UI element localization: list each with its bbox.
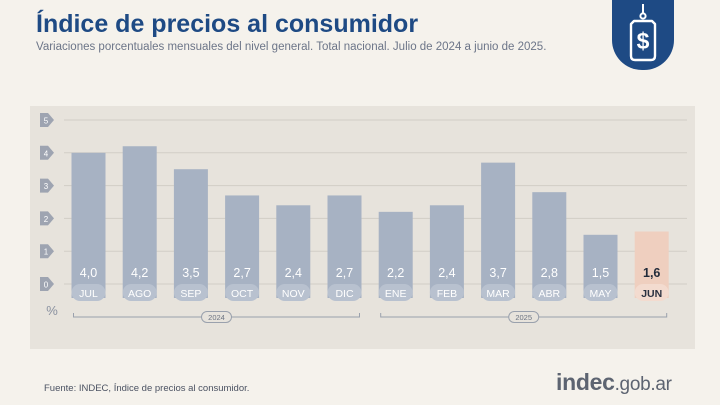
- logo-domain: .gob.ar: [614, 374, 672, 395]
- bar: [225, 195, 260, 298]
- x-tick-label: FEB: [437, 288, 457, 300]
- x-tick-label: JUL: [79, 288, 98, 300]
- bar: [276, 205, 311, 298]
- x-tick-label: MAR: [486, 288, 510, 300]
- year-label: 2024: [208, 313, 225, 322]
- x-tick-pill: [583, 284, 618, 301]
- x-tick-pill: [327, 284, 362, 301]
- x-tick-pill: [173, 284, 208, 301]
- x-tick-label: AGO: [128, 288, 151, 300]
- bar: [532, 192, 567, 298]
- x-tick-label: ABR: [539, 288, 561, 300]
- x-tick-label: JUN: [641, 288, 662, 300]
- x-tick-label: OCT: [231, 288, 254, 300]
- data-label: 2,2: [387, 266, 404, 280]
- x-tick-pill: [71, 284, 106, 301]
- bar: [327, 195, 362, 298]
- chart-panel: 0 1 2 3 4 5% 4,0 JUL 4,2 AGO 3,5 SEP 2,7 OCT 2,4 NOV 2,7…: [30, 106, 695, 349]
- x-tick-pill: [429, 284, 464, 301]
- y-tick-marker: [40, 244, 54, 259]
- x-tick-label: SEP: [180, 288, 201, 300]
- data-label: 3,7: [489, 266, 506, 280]
- y-tick-label: 5: [44, 117, 49, 126]
- x-tick-pill: [634, 284, 669, 301]
- price-tag-dollar-icon: $: [612, 0, 674, 70]
- y-tick-marker: [40, 178, 54, 193]
- year-pill: [201, 311, 232, 323]
- data-label: 2,4: [285, 266, 302, 280]
- y-tick-marker: [40, 145, 54, 160]
- x-tick-pill: [122, 284, 157, 301]
- data-label: 2,7: [233, 266, 250, 280]
- year-pill: [508, 311, 540, 323]
- y-tick-label: 4: [44, 149, 49, 158]
- chart-title: Índice de precios al consumidor: [36, 10, 419, 38]
- y-tick-label: 1: [44, 248, 49, 257]
- y-tick-label: 0: [44, 281, 49, 290]
- data-label: 4,0: [80, 266, 97, 280]
- indec-logo: indec.gob.ar: [556, 369, 672, 396]
- x-tick-pill: [276, 284, 311, 301]
- logo-brand: indec: [556, 369, 615, 395]
- chart-subtitle: Variaciones porcentuales mensuales del n…: [36, 41, 547, 53]
- y-axis-label: %: [46, 303, 58, 318]
- y-tick-label: 3: [44, 182, 49, 191]
- x-tick-pill: [532, 284, 567, 301]
- x-tick-pill: [225, 284, 260, 301]
- data-label: 1,6: [643, 266, 660, 280]
- x-tick-label: NOV: [282, 288, 305, 300]
- data-label: 2,4: [438, 266, 455, 280]
- data-label: 3,5: [182, 266, 199, 280]
- year-label: 2025: [515, 313, 532, 322]
- bar-chart: 0 1 2 3 4 5% 4,0 JUL 4,2 AGO 3,5 SEP 2,7 OCT 2,4 NOV 2,7…: [40, 113, 687, 323]
- y-tick-marker: [40, 113, 54, 127]
- y-tick-marker: [40, 277, 54, 291]
- bar: [378, 211, 413, 298]
- data-label: 1,5: [592, 266, 609, 280]
- y-tick-marker: [40, 211, 54, 226]
- data-label: 4,2: [131, 266, 148, 280]
- bar: [122, 146, 157, 298]
- bar: [71, 152, 106, 298]
- x-tick-pill: [481, 284, 516, 301]
- svg-text:$: $: [637, 28, 650, 54]
- x-tick-pill: [378, 284, 413, 301]
- y-tick-label: 2: [44, 215, 49, 224]
- x-tick-label: DIC: [335, 288, 354, 300]
- bar: [481, 162, 516, 298]
- x-tick-label: ENE: [385, 288, 407, 300]
- data-label: 2,7: [336, 266, 353, 280]
- bar: [429, 205, 464, 298]
- data-label: 2,8: [541, 266, 558, 280]
- bar: [173, 169, 208, 298]
- x-tick-label: MAY: [590, 288, 612, 300]
- source-note: Fuente: INDEC, Índice de precios al cons…: [44, 383, 250, 394]
